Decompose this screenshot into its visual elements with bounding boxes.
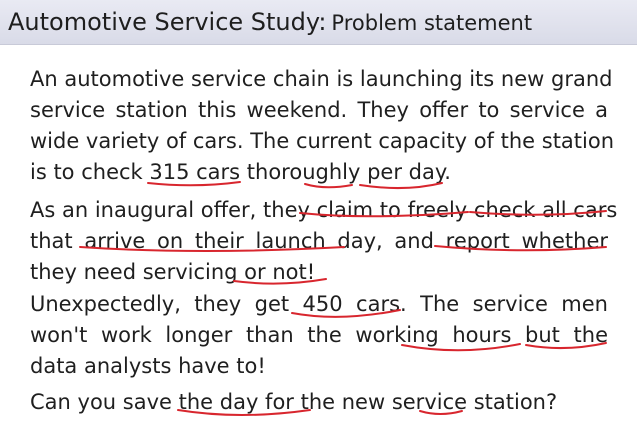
paragraph-line: Unexpectedly, they get 450 cars. The ser… [30,292,608,316]
slide-body: An automotive service chain is launching… [0,44,637,434]
paragraph-line: is to check 315 cars thoroughly per day. [30,160,451,184]
slide-title-sub: Problem statement [331,11,533,35]
paragraph-question: Can you save the day for the new service… [30,387,608,418]
paragraph-line: that arrive on their launch day, and rep… [30,229,608,253]
paragraph-line: An automotive service chain is launching… [30,67,613,91]
paragraph-demand: Unexpectedly, they get 450 cars. The ser… [30,289,608,382]
paragraph-line: won't work longer than the working hours… [30,323,608,347]
paragraph-line: they need servicing or not! [30,260,316,284]
paragraph-line: Can you save the day for the new service… [30,390,558,414]
slide-title-bar: Automotive Service Study: Problem stateme… [0,0,637,45]
paragraph-line: service station this weekend. They offer… [30,98,608,122]
paragraph-line: wide variety of cars. The current capaci… [30,129,615,153]
paragraph-line: As an inaugural offer, they claim to fre… [30,198,618,222]
paragraph-intro: An automotive service chain is launching… [30,64,615,188]
slide-title-main: Automotive Service Study: [8,8,327,36]
paragraph-line: data analysts have to! [30,354,266,378]
paragraph-offer: As an inaugural offer, they claim to fre… [30,195,618,288]
slide-title: Automotive Service Study: Problem stateme… [8,7,532,38]
